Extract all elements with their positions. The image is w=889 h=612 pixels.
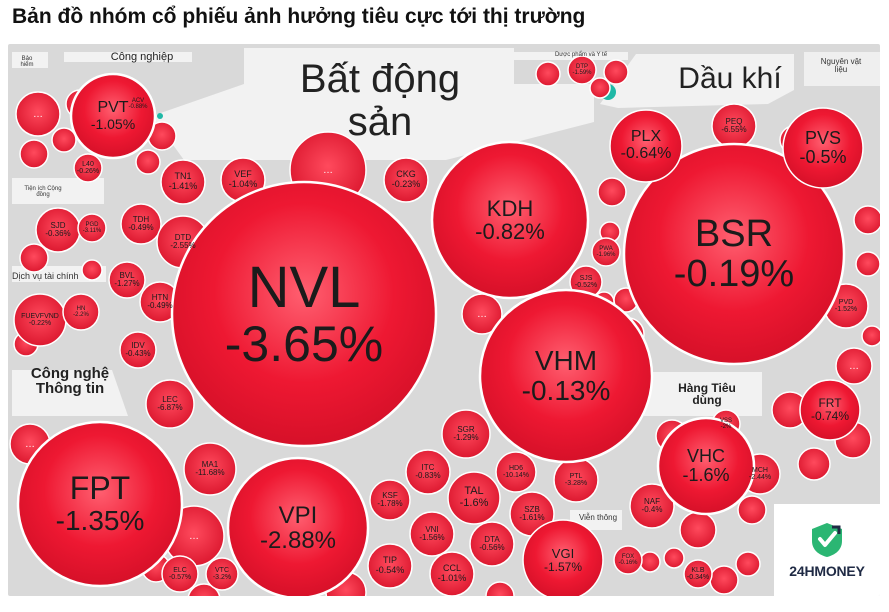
- stock-cell-ma1[interactable]: [183, 442, 237, 496]
- stock-cell-ksf[interactable]: [369, 479, 411, 521]
- stock-cell[interactable]: [679, 511, 717, 549]
- sector-label-cong-nghe: Công nghệ Thông tin: [30, 365, 110, 398]
- stock-cell-sgr[interactable]: [441, 409, 491, 459]
- stock-cell[interactable]: [19, 139, 49, 169]
- stock-cell-vhm[interactable]: [478, 288, 654, 464]
- stock-cell-idv[interactable]: [119, 331, 157, 369]
- stock-cell[interactable]: [135, 149, 161, 175]
- stock-cell-itc[interactable]: [405, 449, 451, 495]
- stock-cell[interactable]: [51, 127, 77, 153]
- sector-panel: [804, 52, 880, 86]
- sector-panel: [64, 52, 192, 62]
- stock-cell-l40[interactable]: [73, 153, 103, 183]
- stock-cell-vni[interactable]: [409, 511, 455, 557]
- stock-cell-dta[interactable]: [469, 521, 515, 567]
- stock-cell-ccl[interactable]: [429, 551, 475, 596]
- stock-cell-vhc[interactable]: [656, 416, 756, 516]
- stock-cell-bsr[interactable]: [622, 142, 846, 366]
- brand-logo: 24HMONEY: [774, 504, 880, 596]
- sector-label-duoc-pham: Dược phẩm và Y tế: [554, 52, 608, 58]
- sector-label-cong-nghiep: Công nghiệp: [110, 51, 174, 63]
- stock-cell-sjd[interactable]: [35, 207, 81, 253]
- sector-panel: [12, 370, 128, 416]
- stock-cell-pvs[interactable]: [782, 107, 864, 189]
- stock-cell[interactable]: [485, 581, 515, 596]
- sector-label-tien-ich: Tiện ích Cộng đồng: [24, 186, 62, 199]
- stock-cell-ptl[interactable]: [553, 457, 599, 503]
- stock-cell[interactable]: [19, 243, 49, 273]
- stock-cell-fpt[interactable]: [16, 420, 184, 588]
- stock-cell-fox[interactable]: [613, 545, 643, 575]
- stock-cell-tal[interactable]: [447, 471, 501, 525]
- stock-cell-vtc[interactable]: [205, 557, 239, 591]
- stock-cell[interactable]: [853, 205, 880, 235]
- stock-cell[interactable]: [835, 347, 873, 385]
- stock-cell-vgi[interactable]: [522, 519, 604, 596]
- stock-cell-klb[interactable]: [683, 559, 713, 589]
- stock-cell-peq[interactable]: [711, 103, 757, 149]
- stock-cell[interactable]: [663, 547, 685, 569]
- stock-cell[interactable]: [855, 251, 880, 277]
- stock-cell[interactable]: [737, 495, 767, 525]
- sector-panel: [514, 52, 628, 60]
- positive-cell[interactable]: [157, 113, 163, 119]
- stock-cell-elc[interactable]: [161, 555, 199, 593]
- stock-cell-dtp[interactable]: [567, 55, 597, 85]
- stock-cell-pvt[interactable]: [69, 72, 157, 160]
- stock-cell-bvl[interactable]: [108, 261, 146, 299]
- logo-text: 24HMONEY: [789, 563, 865, 579]
- sector-label-dich-vu-tai-chinh: Dịch vụ tài chính: [12, 271, 79, 281]
- stock-cell[interactable]: [709, 565, 739, 595]
- stock-cell-hd6[interactable]: [495, 451, 537, 493]
- sector-label-vien-thong: Viễn thông: [578, 513, 618, 522]
- sector-panel: [152, 48, 594, 160]
- stock-cell[interactable]: [589, 77, 611, 99]
- stock-cell[interactable]: [603, 59, 629, 85]
- stock-cell-ckg[interactable]: [383, 157, 429, 203]
- shield-check-icon: [812, 523, 842, 557]
- stock-cell-fuevfvnd[interactable]: [13, 293, 67, 347]
- sector-panel: [12, 52, 48, 68]
- stock-cell-hn[interactable]: [62, 293, 100, 331]
- sector-panel: [600, 54, 794, 108]
- sector-label-nguyen-vat-lieu: Nguyên vật liệu: [820, 57, 862, 75]
- sector-label-hang-tieu-dung: Hàng Tiêu dùng: [678, 381, 736, 408]
- sector-panel: [12, 178, 104, 204]
- stock-cell-lec[interactable]: [145, 379, 195, 429]
- stock-cell[interactable]: [535, 61, 561, 87]
- stock-cell-pwa[interactable]: [591, 237, 621, 267]
- stock-cell-vpi[interactable]: [226, 456, 370, 596]
- stock-cell-tdh[interactable]: [120, 203, 162, 245]
- stock-cell-plx[interactable]: [609, 109, 683, 183]
- stock-cell[interactable]: [81, 259, 103, 281]
- stock-cell-tn1[interactable]: [160, 159, 206, 205]
- sector-label-bao-hiem: Bảo hiểm: [20, 56, 34, 69]
- stock-cell[interactable]: [861, 325, 880, 347]
- stock-cell[interactable]: [797, 447, 831, 481]
- stock-cell[interactable]: [15, 91, 61, 137]
- stock-cell-frt[interactable]: [799, 379, 861, 441]
- stock-cell-tip[interactable]: [367, 543, 413, 589]
- stock-cell[interactable]: [735, 551, 761, 577]
- sector-label-bat-dong-san: Bất động sản: [299, 57, 461, 145]
- stock-cell-kdh[interactable]: [430, 140, 590, 300]
- sector-label-dau-khi: Dầu khí: [678, 62, 782, 95]
- treemap-svg: [9, 48, 880, 596]
- stock-cell[interactable]: [639, 551, 661, 573]
- treemap-frame: ……………… CKG -0.23% VEF -1.04% TN1 -1.41% TDH -0.4…: [8, 44, 880, 596]
- stock-cell[interactable]: [597, 177, 627, 207]
- stock-cell-naf[interactable]: [629, 483, 675, 529]
- sector-panel: [644, 372, 762, 416]
- stock-cell-pgd[interactable]: [77, 213, 107, 243]
- stock-cell-nvl[interactable]: [170, 180, 438, 448]
- page-title: Bản đồ nhóm cổ phiếu ảnh hưởng tiêu cực …: [12, 5, 586, 28]
